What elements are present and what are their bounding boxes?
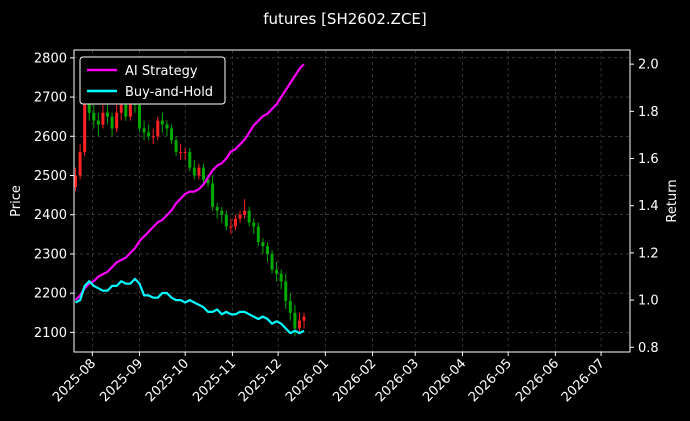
chart-title: futures [SH2602.ZCE] [263,10,427,28]
legend-label-ai-strategy: AI Strategy [125,64,198,79]
y-tick-label: 2700 [34,91,67,106]
y2-tick-label: 0.8 [638,341,659,356]
series-lines [74,63,305,335]
candle-body [197,167,201,176]
y-tick-label: 2600 [34,130,67,145]
candle-body [265,246,269,254]
candle-body [78,151,82,176]
candle-body [119,104,123,113]
y2-tick-label: 1.8 [638,105,659,120]
candle-body [183,151,187,153]
candle-body [261,242,265,247]
candle-body [188,151,192,168]
candle-body [142,128,146,133]
candle-body [96,120,100,125]
candle-body [115,112,119,129]
candle-body [174,140,178,152]
candle-body [83,100,87,152]
y-tick-label: 2200 [34,287,67,302]
y2-tick-label: 1.2 [638,246,659,261]
candle-body [192,167,196,176]
candle-body [238,214,242,219]
candle-body [151,136,155,138]
candle-body [252,222,256,227]
candle-body [247,210,251,223]
candle-body [270,253,274,270]
candle-body [288,301,292,313]
series-line-ai-strategy [74,63,305,301]
y-tick-label: 2800 [34,51,67,66]
y-tick-label: 2400 [34,208,67,223]
candle-body [279,273,283,282]
candle-body [243,210,247,215]
legend-label-buy-and-hold: Buy-and-Hold [125,85,213,100]
y-axis-label: Price [9,185,24,217]
y-tick-label: 2500 [34,169,67,184]
y2-tick-label: 2.0 [638,58,659,73]
plot-frame [73,49,631,353]
y2-axis-label: Return [665,179,680,222]
y2-tick-label: 1.4 [638,199,659,214]
series-line-buy-and-hold [74,277,305,335]
candle-body [256,226,260,243]
y2-tick-label: 1.0 [638,294,659,309]
candle-body [211,183,215,207]
candle-body [147,132,151,137]
right-axis-ticks: 0.8 1.0 1.2 1.4 1.6 1.8 2.0 [630,58,659,356]
candle-body [206,179,210,184]
candle-body [128,97,132,117]
candle-body [138,104,142,129]
candle-body [293,312,297,329]
candle-body [297,320,301,329]
candle-body [201,167,205,180]
y-tick-label: 2300 [34,247,67,262]
candle-body [110,116,114,129]
left-axis-ticks: 2100 2200 2300 2400 2500 2600 2700 2800 [34,51,74,341]
candle-body [124,104,128,117]
y-tick-label: 2100 [34,326,67,341]
candle-body [233,218,237,227]
candle-body [302,316,306,321]
candle-body [165,124,169,129]
y2-tick-label: 1.6 [638,152,659,167]
candle-body [179,151,183,153]
candle-body [106,112,110,117]
candle-body [224,214,228,227]
candle-body [156,120,160,137]
candle-body [74,175,78,188]
candle-body [101,112,105,125]
candle-body [229,226,233,228]
candle-body [160,120,164,125]
candle-body [284,281,288,302]
candle-body [275,269,279,274]
candle-body [87,100,91,113]
candle-body [92,112,96,121]
candle-body [220,210,224,215]
candle-body [215,206,219,211]
candle-body [169,128,173,141]
legend: AI Strategy Buy-and-Hold [79,56,226,105]
